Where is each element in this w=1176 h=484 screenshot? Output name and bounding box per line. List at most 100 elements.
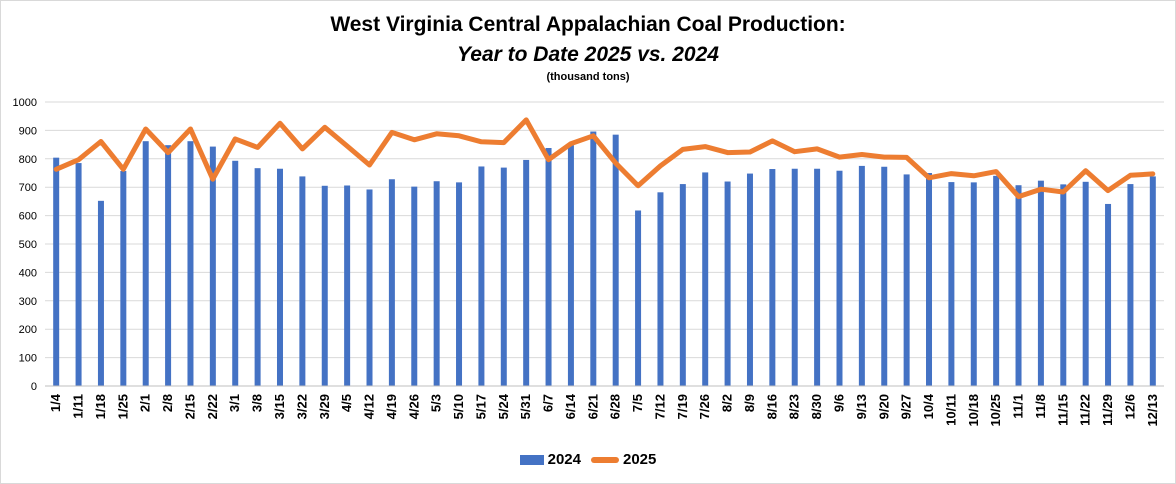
bar-2024 xyxy=(746,173,753,386)
bar-2024 xyxy=(1105,203,1112,386)
x-tick-label: 11/1 xyxy=(1011,394,1026,419)
x-tick-label: 2/15 xyxy=(182,394,197,419)
bar-2024 xyxy=(500,167,507,386)
bar-2024 xyxy=(993,175,1000,386)
bar-2024 xyxy=(344,185,351,386)
bar-2024 xyxy=(836,170,843,386)
line-2025 xyxy=(53,117,1156,200)
x-tick-label: 8/30 xyxy=(809,394,824,419)
x-tick-label: 4/12 xyxy=(362,394,377,419)
y-tick-label: 800 xyxy=(19,154,37,166)
bar-2024 xyxy=(590,131,597,386)
x-tick-label: 3/15 xyxy=(272,394,287,419)
legend-label-2024: 2024 xyxy=(547,451,581,468)
bar-2024 xyxy=(299,176,306,386)
x-tick-label: 11/29 xyxy=(1100,394,1115,426)
y-tick-label: 1000 xyxy=(13,97,37,109)
legend-item-2025: 2025 xyxy=(591,451,656,468)
x-tick-label: 1/25 xyxy=(115,394,130,419)
x-tick-label: 4/26 xyxy=(406,394,421,419)
x-tick-label: 3/8 xyxy=(250,394,265,412)
bar-2024 xyxy=(1015,185,1022,386)
x-tick-label: 11/22 xyxy=(1078,394,1093,426)
x-tick-label: 7/12 xyxy=(652,394,667,419)
bar-2024 xyxy=(1082,181,1089,386)
x-tick-label: 2/8 xyxy=(160,394,175,412)
bar-2024 xyxy=(120,171,127,386)
x-tick-label: 7/19 xyxy=(675,394,690,419)
x-tick-label: 9/6 xyxy=(831,394,846,412)
x-tick-label: 1/4 xyxy=(48,393,63,412)
bar-2024 xyxy=(545,148,552,386)
y-tick-label: 500 xyxy=(19,239,37,251)
x-tick-label: 6/14 xyxy=(563,393,578,419)
x-tick-label: 7/5 xyxy=(630,394,645,412)
x-tick-label: 8/16 xyxy=(764,394,779,419)
legend-swatch-2024 xyxy=(519,454,544,465)
x-tick-label: 11/8 xyxy=(1033,394,1048,419)
y-tick-label: 700 xyxy=(19,182,37,194)
x-tick-label: 9/27 xyxy=(899,394,914,419)
bar-2024 xyxy=(232,160,239,386)
x-tick-label: 3/29 xyxy=(317,394,332,419)
legend-item-2024: 2024 xyxy=(519,451,581,468)
bar-2024 xyxy=(814,168,821,386)
bar-2024 xyxy=(724,181,731,386)
x-tick-label: 5/24 xyxy=(496,393,511,419)
x-tick-label: 12/13 xyxy=(1145,394,1160,427)
x-tick-label: 2/22 xyxy=(205,394,220,419)
x-tick-label: 1/11 xyxy=(71,394,86,419)
x-tick-label: 8/2 xyxy=(720,394,735,412)
bar-2024 xyxy=(948,182,955,386)
x-tick-label: 6/7 xyxy=(541,394,556,412)
chart-title: West Virginia Central Appalachian Coal P… xyxy=(330,13,846,36)
bar-2024 xyxy=(769,169,776,386)
bar-2024 xyxy=(411,186,418,386)
bar-2024 xyxy=(75,163,82,386)
x-tick-label: 4/19 xyxy=(384,394,399,419)
x-tick-label: 12/6 xyxy=(1122,394,1137,419)
bar-2024 xyxy=(1037,180,1044,386)
bar-2024 xyxy=(187,141,194,386)
y-tick-label: 400 xyxy=(19,267,37,279)
x-tick-label: 10/11 xyxy=(943,394,958,426)
bar-2024 xyxy=(388,179,395,386)
x-tick-label: 1/18 xyxy=(93,394,108,419)
bar-2024 xyxy=(276,168,283,386)
bar-2024 xyxy=(702,172,709,386)
bar-2024 xyxy=(209,146,216,386)
x-tick-label: 8/23 xyxy=(787,394,802,419)
bar-2024 xyxy=(321,185,328,386)
y-tick-label: 200 xyxy=(19,324,37,336)
x-tick-label: 5/3 xyxy=(429,394,444,412)
x-tick-label: 2/1 xyxy=(138,394,153,412)
x-tick-label: 10/18 xyxy=(966,394,981,427)
bar-2024 xyxy=(1149,176,1156,386)
x-tick-label: 6/21 xyxy=(585,394,600,419)
bar-2024 xyxy=(53,157,60,386)
x-tick-label: 5/17 xyxy=(473,394,488,419)
bar-2024 xyxy=(635,210,642,386)
x-tick-label: 11/15 xyxy=(1055,394,1070,426)
x-tick-label: 9/13 xyxy=(854,394,869,419)
legend-label-2025: 2025 xyxy=(623,451,657,468)
chart-subtitle: Year to Date 2025 vs. 2024 xyxy=(457,43,719,66)
bar-2024 xyxy=(523,159,530,386)
legend-swatch-2025 xyxy=(591,456,619,463)
bar-2024 xyxy=(858,165,865,386)
x-tick-label: 10/25 xyxy=(988,394,1003,427)
bar-2024 xyxy=(254,168,261,386)
bar-2024 xyxy=(142,141,149,386)
bar-2024 xyxy=(567,145,574,386)
y-tick-label: 100 xyxy=(19,353,37,365)
y-tick-label: 300 xyxy=(19,296,37,308)
x-tick-label: 3/1 xyxy=(227,394,242,412)
bar-2024 xyxy=(433,181,440,386)
y-tick-label: 600 xyxy=(19,211,37,223)
x-tick-label: 4/5 xyxy=(339,394,354,412)
chart-units: (thousand tons) xyxy=(546,71,630,83)
bar-2024 xyxy=(903,174,910,386)
x-tick-label: 9/20 xyxy=(876,394,891,419)
